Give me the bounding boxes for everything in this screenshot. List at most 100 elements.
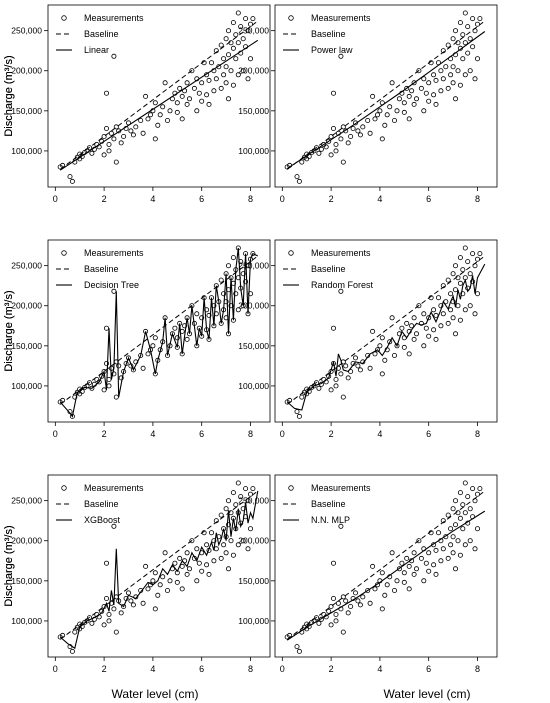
measurement-point [106, 618, 112, 624]
measurement-point [394, 108, 400, 114]
measurement-point [235, 307, 241, 313]
measurement-point [172, 560, 178, 566]
measurement-point [218, 555, 224, 561]
measurement-point [452, 331, 458, 337]
measurement-point [211, 88, 217, 94]
x-tick-label: 0 [53, 194, 58, 204]
measurement-point [101, 622, 107, 628]
measurement-point [421, 76, 427, 82]
y-tick-label: 200,000 [238, 66, 269, 76]
measurement-point [370, 328, 376, 334]
measurement-point [465, 494, 471, 500]
measurement-point [367, 365, 373, 371]
measurement-point [184, 336, 190, 342]
measurement-point [411, 571, 417, 577]
measurement-point [462, 510, 468, 516]
measurement-point [323, 144, 329, 150]
chart-panel-3: 0 2 4 6 8 100,000 150,000 200,000 250,000 Dischar… [3, 239, 271, 439]
measurement-point [233, 32, 239, 38]
measurement-point [199, 80, 205, 86]
x-tick-label: 0 [53, 664, 58, 674]
measurement-point [206, 101, 212, 107]
measurement-point [418, 85, 424, 91]
measurement-point [379, 136, 385, 142]
measurement-point [101, 133, 107, 139]
measurement-point [387, 104, 393, 110]
measurement-point [225, 498, 231, 504]
measurement-point [330, 560, 336, 566]
x-tick-label: 2 [329, 429, 334, 439]
x-tick-label: 6 [426, 429, 431, 439]
measurement-point [167, 108, 173, 114]
measurement-point [330, 596, 336, 602]
measurement-point [104, 360, 110, 366]
measurement-point [472, 76, 478, 82]
measurement-point [106, 383, 112, 389]
measurement-point [204, 92, 210, 98]
measurement-point [89, 620, 95, 626]
x-tick-label: 4 [377, 429, 382, 439]
measurement-point [418, 555, 424, 561]
measurement-point [450, 506, 456, 512]
y-tick-label: 150,000 [238, 341, 269, 351]
measurement-point [160, 574, 166, 580]
measurement-point [243, 16, 249, 22]
measurement-point [448, 72, 454, 78]
x-tick-label: 8 [475, 194, 480, 204]
y-tick-label: 150,000 [11, 341, 42, 351]
measurement-point [223, 36, 229, 42]
chart-panel-4: 0 2 4 6 8 100,000 150,000 200,000 250,000 Dischar… [3, 239, 498, 439]
measurement-point [111, 136, 117, 142]
measurement-point [296, 178, 302, 184]
measurement-point [391, 352, 397, 358]
measurement-point [230, 552, 236, 558]
legend-marker-measurements [288, 15, 294, 21]
measurement-point [243, 279, 249, 285]
measurement-point [218, 512, 224, 518]
measurement-point [167, 578, 173, 584]
measurement-point [448, 542, 454, 548]
model-line [286, 510, 486, 641]
measurement-point [333, 618, 339, 624]
measurement-point [440, 546, 446, 552]
measurement-point [235, 40, 241, 46]
legend-label-model: Decision Tree [84, 280, 139, 290]
measurement-point [462, 245, 468, 251]
measurement-point [450, 64, 456, 70]
x-tick-label: 4 [150, 664, 155, 674]
measurement-point [245, 546, 251, 552]
measurement-point [467, 538, 473, 544]
measurement-point [435, 530, 441, 536]
measurement-point [426, 333, 432, 339]
model-line [59, 39, 259, 171]
measurement-point [343, 598, 349, 604]
measurement-point [104, 596, 110, 602]
x-tick-label: 8 [475, 664, 480, 674]
measurement-point [223, 80, 229, 86]
measurement-point [474, 491, 480, 497]
measurement-point [235, 480, 241, 486]
measurement-point [126, 590, 132, 596]
measurement-point [182, 323, 188, 329]
measurement-point [196, 90, 202, 96]
measurement-point [452, 566, 458, 572]
measurement-point [355, 128, 361, 134]
measurement-point [411, 336, 417, 342]
chart-panel-1: 0 2 4 6 8 100,000 150,000 200,000 250,000 Dischar… [3, 4, 271, 204]
measurement-point [225, 52, 231, 58]
measurement-point [313, 615, 319, 621]
plot-frame [47, 4, 271, 188]
measurement-point [370, 563, 376, 569]
measurement-point [460, 291, 466, 297]
measurement-point [145, 351, 151, 357]
measurement-point [111, 53, 117, 59]
y-tick-label: 200,000 [11, 301, 42, 311]
measurement-point [206, 571, 212, 577]
plot-frame [47, 239, 271, 423]
measurement-point [221, 542, 227, 548]
measurement-point [121, 133, 127, 139]
y-tick-label: 100,000 [11, 146, 42, 156]
measurement-point [472, 311, 478, 317]
model-line [286, 263, 486, 411]
measurement-point [294, 644, 300, 650]
